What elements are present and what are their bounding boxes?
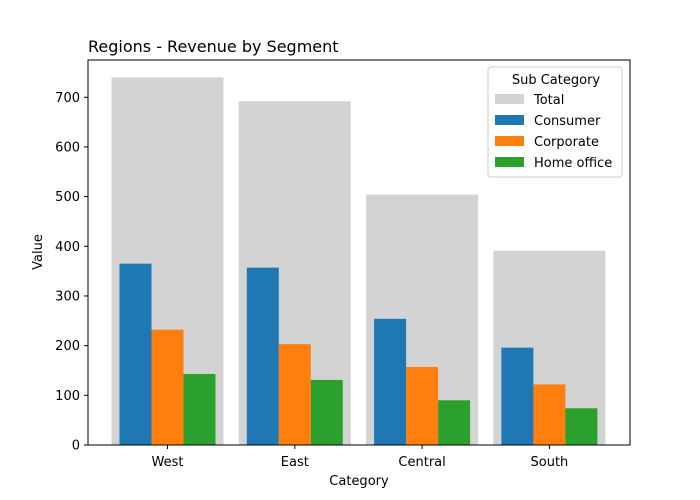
consumer-bar-east [246,267,279,445]
plot-frame [87,59,631,446]
legend-label-consumer: Consumer [534,114,601,129]
home-office-bar-west [183,373,216,445]
consumer-bar-central [374,318,407,445]
y-axis: 0 100 200 300 400 500 600 700 [55,91,88,454]
home-office-bar-south [565,408,598,445]
corporate-bar-east [278,344,311,445]
consumer-bar-south [501,347,534,445]
y-tick-label: 200 [55,339,80,354]
total-bars [111,77,606,446]
corporate-bar-central [406,367,439,445]
home-office-bar-east [310,379,343,445]
series-bars [119,263,598,445]
y-tick-label: 0 [72,439,80,454]
legend-label-home-office: Home office [534,156,612,171]
x-tick-label: East [281,455,309,470]
consumer-bar-west [119,263,152,445]
legend: Sub Category Total Consumer Corporate Home … [487,66,623,178]
x-tick-label: Central [398,455,445,470]
legend-swatch-corporate [495,136,524,146]
y-tick-label: 500 [55,190,80,205]
x-tick-label: West [152,455,184,470]
corporate-bar-south [533,384,566,445]
x-tick-label: South [531,455,569,470]
y-tick-label: 100 [55,389,80,404]
corporate-bar-west [151,329,184,445]
y-tick-label: 600 [55,140,80,155]
y-tick-label: 700 [55,91,80,106]
y-axis-label: Value [31,234,46,270]
legend-swatch-home-office [495,157,524,167]
legend-swatch-consumer [495,115,524,125]
legend-label-corporate: Corporate [534,135,599,150]
x-axis-label: Category [329,474,389,489]
legend-title: Sub Category [512,73,601,88]
x-axis: West East Central South [152,445,569,470]
chart-title: Regions - Revenue by Segment [88,37,339,56]
legend-swatch-total [495,94,524,104]
legend-label-total: Total [533,93,564,108]
y-tick-label: 400 [55,240,80,255]
home-office-bar-central [438,400,471,445]
y-tick-label: 300 [55,289,80,304]
